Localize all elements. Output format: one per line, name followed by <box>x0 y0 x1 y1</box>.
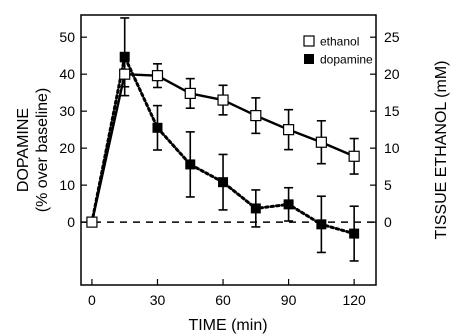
y-right-tick-label: 15 <box>384 103 400 119</box>
y-right-tick-label: 20 <box>384 66 400 82</box>
data-point-ethanol <box>217 94 229 106</box>
x-tick-label: 120 <box>342 292 366 308</box>
y-axis-left-title-line1: DOPAMINE <box>15 108 32 192</box>
y-left-tick-label: 30 <box>59 103 75 119</box>
data-point-ethanol <box>119 68 131 80</box>
y-left-tick-label: 20 <box>59 140 75 156</box>
data-point-ethanol <box>250 110 262 122</box>
legend: ethanol dopamine <box>303 35 373 67</box>
y-left-tick-label: 40 <box>59 66 75 82</box>
legend-label-ethanol: ethanol <box>320 35 359 49</box>
data-point-ethanol <box>282 124 295 136</box>
y-axis-left-title-line2: (% over baseline) <box>34 88 51 213</box>
data-point-dopamine <box>349 228 360 239</box>
data-point-dopamine <box>119 51 130 62</box>
y-left-tick-label: 0 <box>67 214 75 230</box>
data-point-ethanol <box>348 150 360 162</box>
x-tick-label: 60 <box>215 292 231 308</box>
plot-frame <box>80 14 377 286</box>
series-ethanol <box>86 60 360 228</box>
data-point-ethanol <box>86 216 98 228</box>
y-right-tick-label: 10 <box>384 140 400 156</box>
y-right-tick-label: 5 <box>384 177 392 193</box>
y-right-tick-label: 25 <box>384 29 400 45</box>
right-axis-tick-labels: 0 5 10 15 20 25 <box>384 29 400 230</box>
data-point-dopamine <box>218 177 229 188</box>
x-tick-label: 0 <box>88 292 96 308</box>
data-point-dopamine <box>283 199 294 210</box>
y-left-tick-label: 50 <box>59 29 75 45</box>
left-axis-tick-labels: 0 10 20 30 40 50 <box>59 29 75 230</box>
series-dopamine <box>86 17 360 262</box>
x-tick-label: 30 <box>150 292 166 308</box>
x-axis-tick-labels: 0 30 60 90 120 <box>88 292 366 308</box>
legend-marker-ethanol <box>303 35 315 47</box>
data-point-dopamine <box>316 219 327 230</box>
y-axis-right-title: TISSUE ETHANOL (mM) <box>433 61 450 240</box>
legend-marker-dopamine <box>304 54 314 64</box>
data-point-ethanol <box>315 136 327 148</box>
y-right-tick-label: 0 <box>384 214 392 230</box>
y-left-tick-label: 10 <box>59 177 75 193</box>
series-layer <box>86 17 360 262</box>
legend-label-dopamine: dopamine <box>320 53 373 67</box>
data-point-ethanol <box>184 87 196 100</box>
x-axis-title: TIME (min) <box>188 317 267 334</box>
x-tick-label: 90 <box>281 292 297 308</box>
axis-ticks <box>81 36 376 285</box>
data-point-dopamine <box>152 122 163 133</box>
data-point-ethanol <box>151 70 164 82</box>
plot-area <box>80 14 377 286</box>
data-point-dopamine <box>250 203 261 214</box>
data-point-dopamine <box>185 159 196 170</box>
